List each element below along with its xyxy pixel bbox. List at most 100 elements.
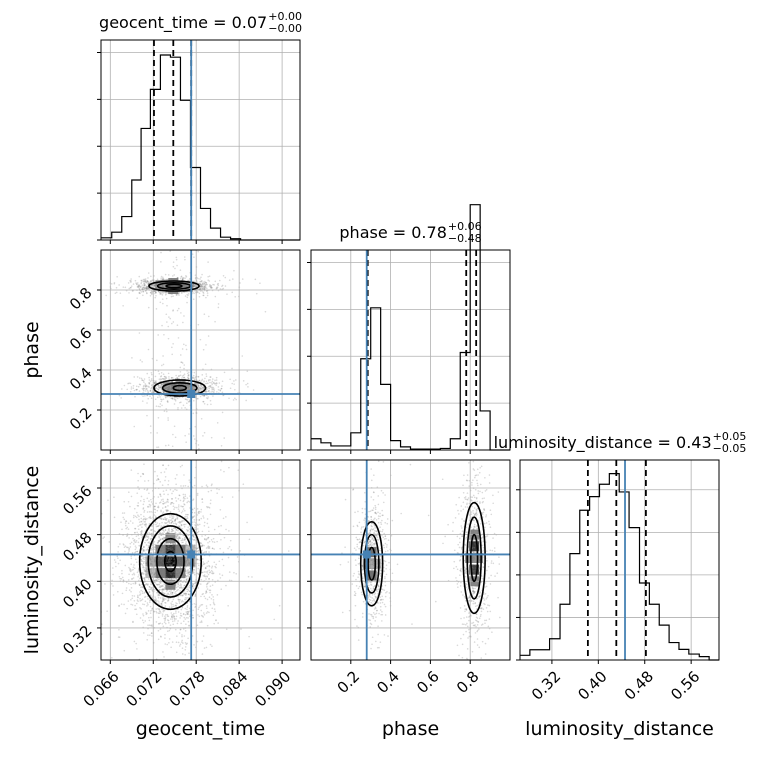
density-cell <box>155 556 166 567</box>
scatter-point <box>137 479 139 482</box>
scatter-point <box>180 505 182 507</box>
scatter-point <box>160 385 162 388</box>
scatter-point <box>118 604 120 607</box>
scatter-point <box>180 612 182 615</box>
scatter-point <box>154 551 156 554</box>
scatter-point <box>142 557 144 560</box>
scatter-point <box>141 586 143 588</box>
scatter-point <box>143 596 146 598</box>
scatter-point <box>140 532 143 535</box>
scatter-point <box>167 386 170 389</box>
scatter-point <box>174 386 176 389</box>
scatter-point <box>204 567 207 570</box>
scatter-point <box>233 380 235 382</box>
scatter-point <box>193 518 196 521</box>
scatter-point <box>144 524 146 526</box>
scatter-point <box>130 599 132 601</box>
scatter-point <box>170 388 173 391</box>
scatter-point <box>135 613 138 616</box>
scatter-point <box>136 531 138 534</box>
scatter-point <box>192 548 194 550</box>
scatter-point <box>154 292 156 295</box>
scatter-point <box>170 572 172 575</box>
scatter-point <box>145 384 148 387</box>
scatter-point <box>160 636 162 638</box>
scatter-point <box>178 494 181 496</box>
scatter-point <box>220 387 223 390</box>
scatter-point <box>176 573 179 575</box>
scatter-point <box>197 614 199 616</box>
scatter-point <box>154 511 157 514</box>
scatter-point <box>163 284 166 286</box>
scatter-point <box>184 495 187 498</box>
scatter-point <box>199 542 202 544</box>
scatter-point <box>183 285 185 287</box>
scatter-point <box>188 479 191 481</box>
scatter-point <box>197 385 200 387</box>
scatter-point <box>179 390 182 393</box>
scatter-point <box>167 388 170 390</box>
scatter-point <box>173 615 175 618</box>
scatter-point <box>149 588 152 590</box>
scatter-point <box>145 539 147 542</box>
scatter-point <box>170 388 173 391</box>
scatter-point <box>201 544 204 546</box>
scatter-point <box>171 492 173 495</box>
scatter-point <box>154 380 157 383</box>
scatter-point <box>128 582 130 585</box>
scatter-point <box>163 410 166 412</box>
scatter-point <box>142 388 145 391</box>
scatter-point <box>210 597 213 600</box>
scatter-point <box>170 397 172 399</box>
scatter-point <box>196 514 199 516</box>
scatter-point <box>172 390 175 393</box>
scatter-point <box>178 645 181 647</box>
scatter-point <box>180 524 183 527</box>
scatter-point <box>133 595 136 597</box>
scatter-point <box>130 555 132 558</box>
scatter-point <box>163 284 166 286</box>
scatter-point <box>160 560 162 562</box>
scatter-point <box>193 544 196 546</box>
scatter-point <box>161 398 163 401</box>
scatter-point <box>136 550 139 553</box>
scatter-point <box>194 382 197 384</box>
scatter-point <box>233 383 235 385</box>
scatter-point <box>171 529 174 531</box>
scatter-point <box>175 578 178 580</box>
scatter-point <box>170 385 172 387</box>
scatter-point <box>161 588 164 591</box>
scatter-point <box>132 516 135 519</box>
scatter-point <box>129 569 131 572</box>
scatter-point <box>200 385 203 387</box>
scatter-point <box>186 559 188 562</box>
scatter-point <box>205 380 208 383</box>
scatter-point <box>150 280 153 283</box>
scatter-point <box>164 618 167 620</box>
scatter-point <box>210 391 212 393</box>
scatter-point <box>150 588 153 590</box>
scatter-point <box>149 594 152 596</box>
scatter-point <box>159 564 161 567</box>
scatter-point <box>168 386 170 388</box>
scatter-point <box>159 612 162 614</box>
scatter-point <box>165 517 168 520</box>
scatter-point <box>186 610 189 613</box>
scatter-point <box>177 292 180 295</box>
scatter-point <box>161 537 164 540</box>
scatter-point <box>172 662 174 664</box>
scatter-point <box>197 558 199 561</box>
scatter-point <box>174 583 176 586</box>
scatter-point <box>176 544 179 546</box>
scatter-point <box>160 383 163 386</box>
scatter-point <box>150 397 153 399</box>
scatter-point <box>167 599 170 602</box>
scatter-point <box>187 293 190 295</box>
scatter-point <box>162 547 164 549</box>
scatter-point <box>222 551 225 554</box>
scatter-point <box>184 493 186 496</box>
scatter-point <box>170 384 173 386</box>
scatter-point <box>137 570 140 572</box>
scatter-point <box>155 282 158 285</box>
scatter-point <box>271 398 273 400</box>
